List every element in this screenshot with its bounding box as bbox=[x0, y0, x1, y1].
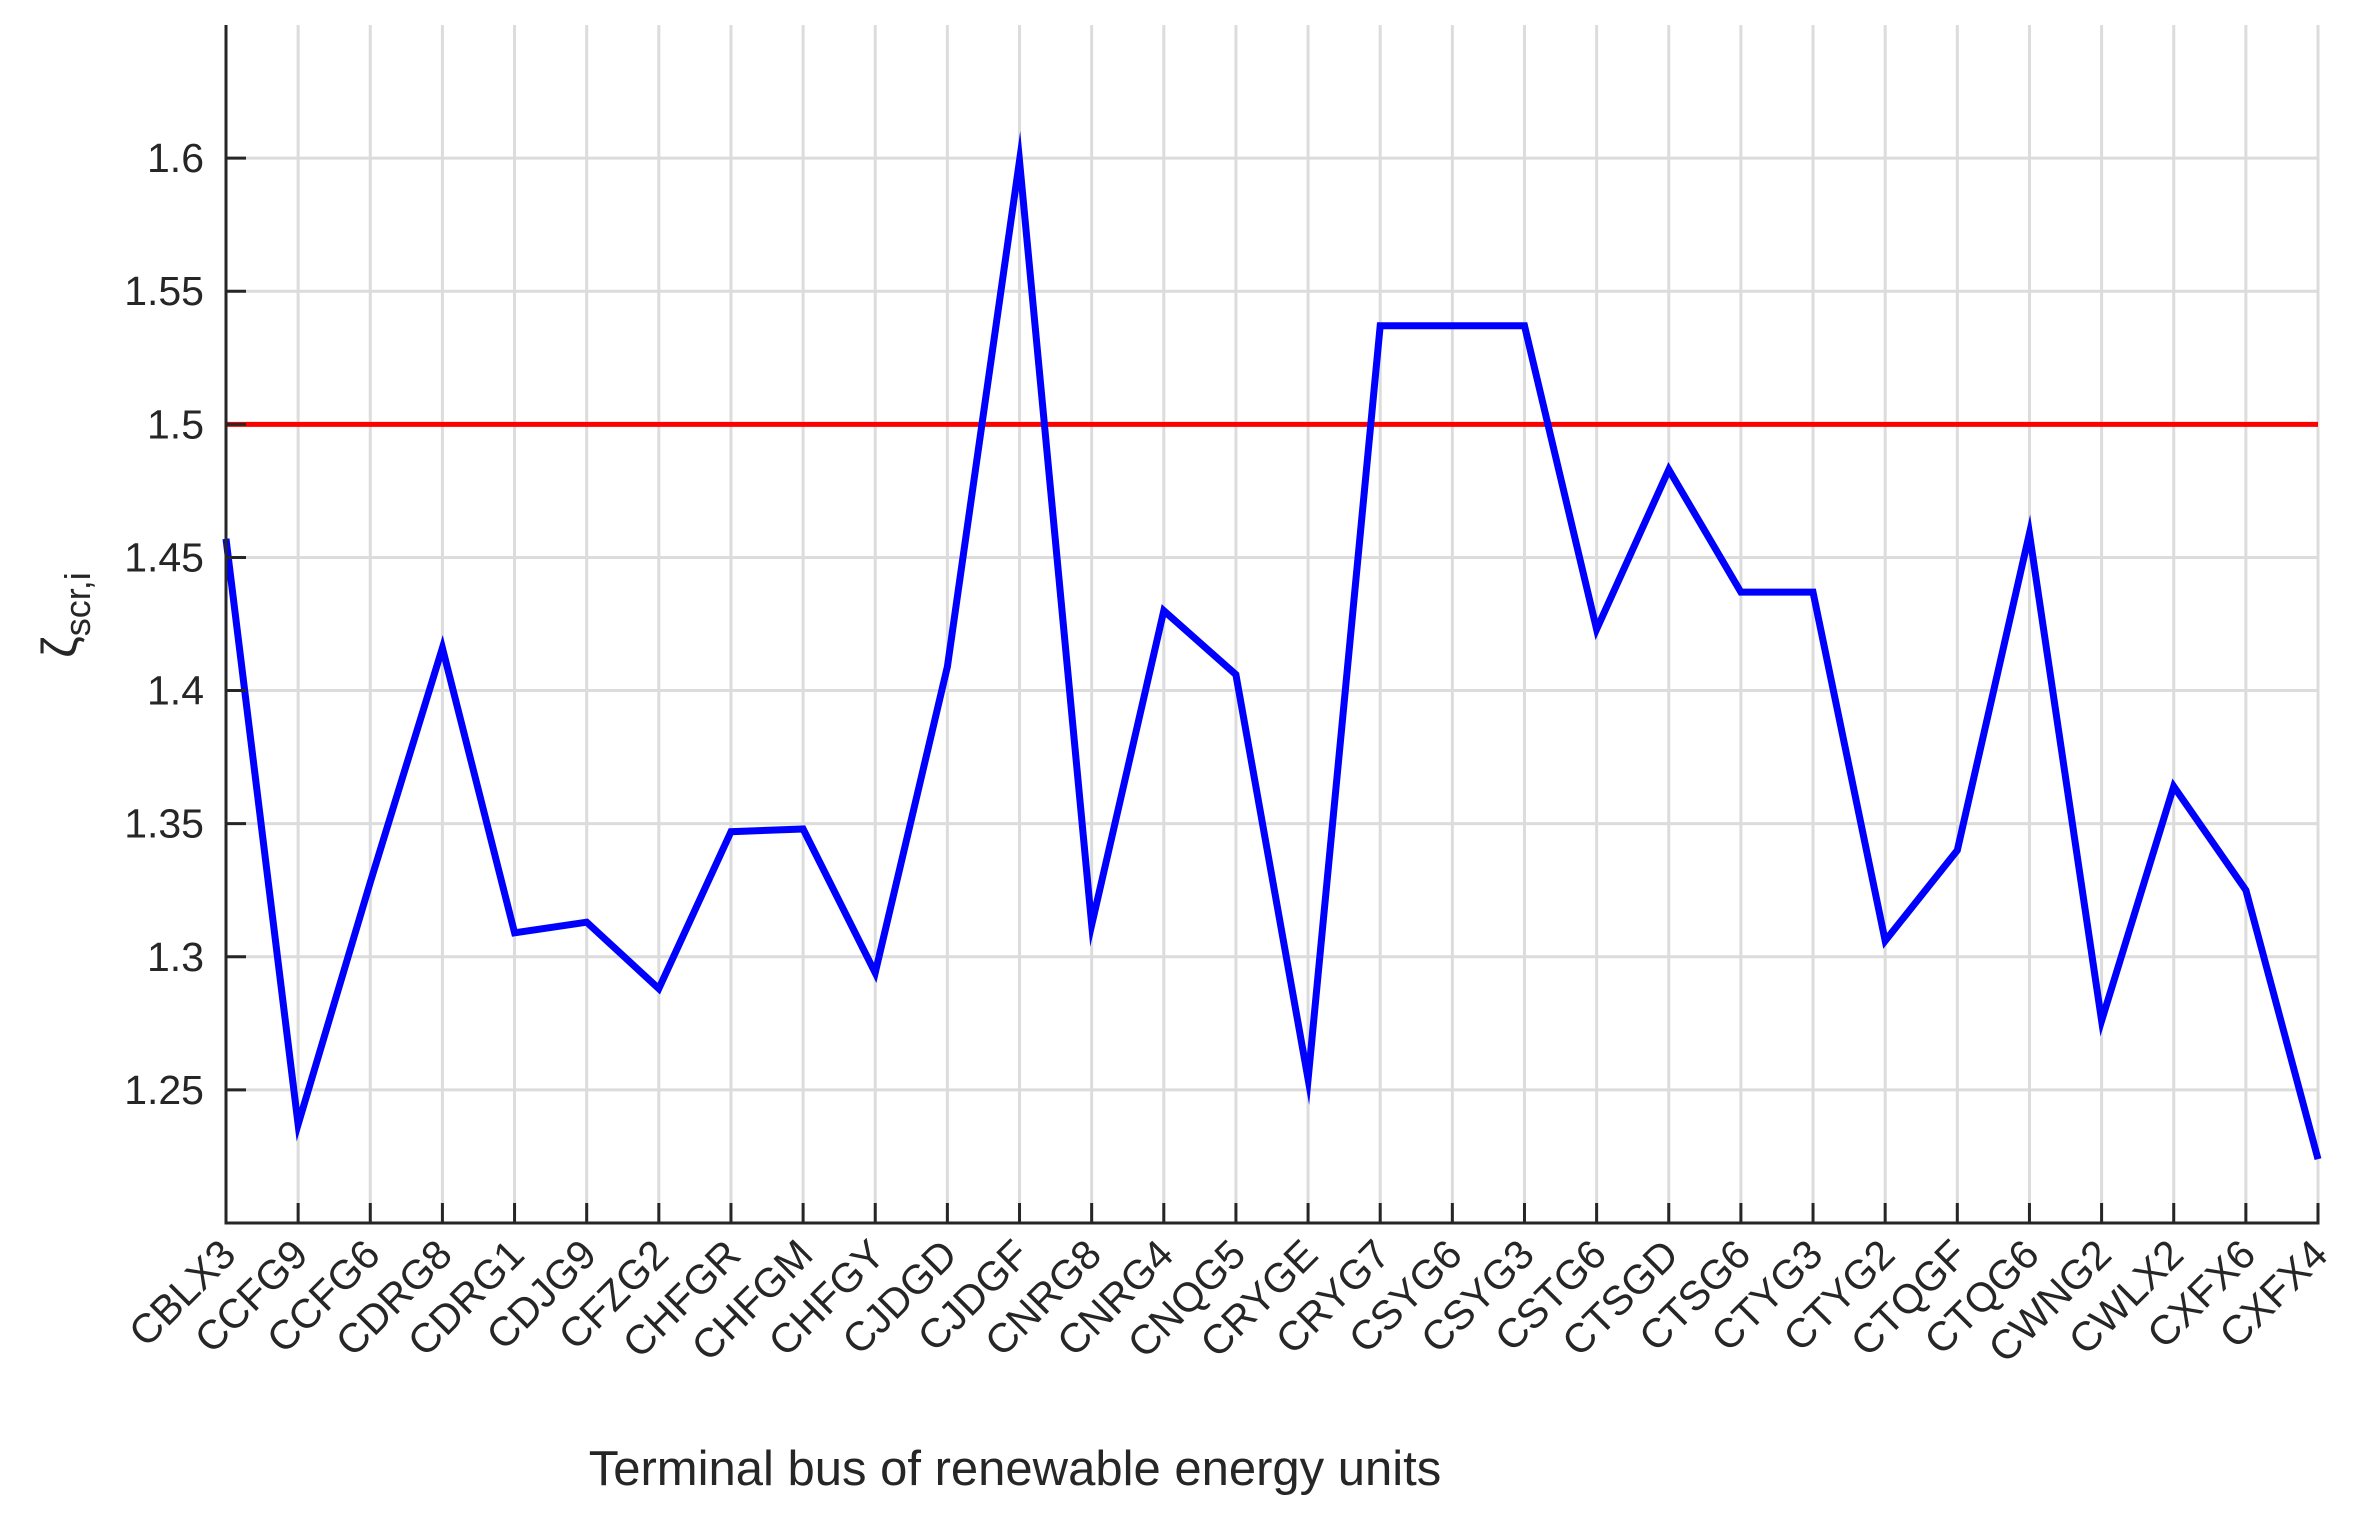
y-tick-label: 1.5 bbox=[147, 401, 204, 447]
series-layer bbox=[222, 131, 2322, 1161]
x-axis-label: Terminal bus of renewable energy units bbox=[589, 1442, 1442, 1496]
y-tick-label: 1.55 bbox=[124, 268, 204, 314]
y-tick-label: 1.3 bbox=[147, 934, 204, 980]
y-axis-label: ζscr,i bbox=[33, 572, 98, 658]
x-tick-labels: CBLX3CCFG9CCFG6CDRG8CDRG1CDJG9CFZG2CHFGR… bbox=[120, 1231, 2336, 1371]
y-tick-label: 1.6 bbox=[147, 135, 204, 181]
grid bbox=[224, 25, 2320, 1223]
y-tick-label: 1.35 bbox=[124, 801, 204, 847]
y-tick-label: 1.45 bbox=[124, 534, 204, 580]
series-line bbox=[222, 131, 2322, 1161]
y-tick-label: 1.25 bbox=[124, 1067, 204, 1113]
y-tick-labels: 1.25 1.3 1.35 1.4 1.45 1.5 1.55 1.6 bbox=[124, 135, 204, 1113]
axes bbox=[224, 25, 2320, 1225]
y-tick-label: 1.4 bbox=[147, 668, 204, 714]
